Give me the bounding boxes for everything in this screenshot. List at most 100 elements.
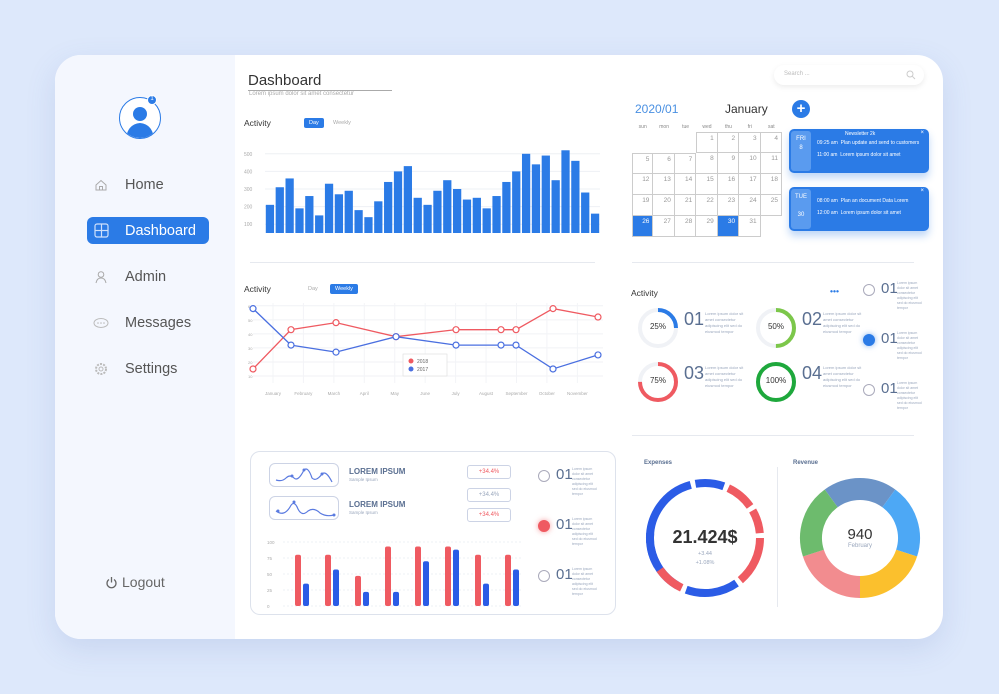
calendar-day[interactable]: 5 [632,153,654,174]
divider [632,262,914,263]
ring-description: Lorem ipsum dolor sit amet consectetur a… [823,311,862,334]
radio-button[interactable] [863,334,875,346]
radio-button[interactable] [863,384,875,396]
tab-weekly[interactable]: Weekly [333,120,351,126]
progress-ring [638,362,678,402]
ring-number: 03 [684,363,705,383]
svg-text:June: June [420,391,430,396]
sidebar-item-messages[interactable]: Messages [87,309,209,336]
calendar-day[interactable]: 18 [760,174,782,195]
calendar-day[interactable]: 23 [717,195,740,216]
calendar-day[interactable]: 9 [717,153,740,174]
search-input[interactable]: Search ... [774,65,924,85]
calendar-day[interactable]: 28 [674,216,697,237]
svg-text:75: 75 [267,556,273,561]
weekday-label: thu [724,124,732,130]
svg-text:100: 100 [267,540,275,545]
radio-button[interactable] [863,284,875,296]
calendar-day[interactable]: 10 [739,153,761,174]
ring-description: Lorem ipsum dolor sit amet consectetur a… [823,365,862,388]
calendar-day[interactable]: 12 [632,174,654,195]
event-card[interactable]: TUE 30 × 08:00 am Plan an document Data L… [789,187,929,231]
logout-button[interactable]: Logout [105,574,165,590]
calendar-day[interactable]: 25 [760,195,782,216]
calendar-day[interactable]: 30 [717,216,740,237]
weekday-label: fri [747,124,752,130]
svg-text:10: 10 [248,374,253,379]
logout-label: Logout [122,574,165,590]
radio-description: Lorem ipsum dolor sit amet consectetur a… [897,331,922,360]
calendar-day [632,132,653,153]
calendar-day[interactable]: 11 [760,153,782,174]
calendar-day[interactable]: 4 [760,132,782,153]
radio-button[interactable] [538,520,550,532]
calendar-day[interactable]: 22 [696,195,718,216]
close-icon[interactable]: × [920,130,924,136]
expenses-donut [646,479,764,597]
event-card[interactable]: FRI 8 Newsletter 2k × 09:25 am Plan updat… [789,129,929,173]
home-icon [93,177,109,193]
calendar-day[interactable]: 16 [717,174,740,195]
chat-icon [93,315,109,331]
sidebar-item-admin[interactable]: Admin [87,263,209,290]
svg-text:May: May [390,391,399,396]
user-avatar-icon [126,107,154,138]
sidebar-item-settings[interactable]: Settings [87,355,209,382]
ring-percent: 75% [649,376,666,385]
calendar-day[interactable]: 21 [674,195,697,216]
svg-text:July: July [452,391,461,396]
calendar-day[interactable]: 29 [696,216,718,237]
calendar-day[interactable]: 14 [674,174,697,195]
calendar-day[interactable]: 2 [717,132,740,153]
calendar-day[interactable]: 20 [653,195,675,216]
activity-ring-item: 75% 03 Lorem ipsum dolor sit amet consecte… [637,361,743,408]
tab-day[interactable]: Day [308,286,318,292]
calendar-day[interactable]: 13 [653,174,675,195]
calendar-day[interactable]: 31 [739,216,761,237]
radio-number: 01 [881,280,898,297]
calendar-grid: 1 2 3 4 5 6 7 8 9 10 11 12 13 14 15 16 17 18 19 20 21 22 23 24 2… [632,132,782,237]
page-subtitle: Lorem ipsum dolor sit amet consectetur [249,91,355,97]
radio-number: 01 [556,566,573,583]
calendar-day[interactable]: 7 [674,153,697,174]
lorem-title: LOREM IPSUM [349,467,406,476]
calendar-day[interactable]: 17 [739,174,761,195]
close-icon[interactable]: × [920,188,924,194]
calendar-day[interactable]: 6 [653,153,675,174]
weekday-label: sun [638,124,647,130]
calendar-day[interactable]: 1 [696,132,718,153]
svg-text:30: 30 [248,346,253,351]
calendar-day[interactable]: 8 [696,153,718,174]
radio-number: 01 [881,380,898,397]
svg-text:50: 50 [267,572,273,577]
event-row: 09:25 am Plan update and send to custome… [817,140,920,146]
calendar-day[interactable]: 3 [739,132,761,153]
svg-text:200: 200 [244,205,253,211]
radio-number: 01 [556,516,573,533]
sidebar-item-dashboard[interactable]: Dashboard [87,217,209,244]
tab-weekly[interactable]: Weekly [330,284,358,294]
radio-description: Lorem ipsum dolor sit amet consectetur a… [572,567,597,596]
svg-text:500: 500 [244,152,253,158]
search-icon[interactable] [906,70,916,80]
calendar-day[interactable]: 26 [632,216,654,237]
calendar-month: January [725,102,768,116]
sidebar-item-home[interactable]: Home [87,171,209,198]
calendar-day[interactable]: 15 [696,174,718,195]
activity-ring-item: 25% 01 Lorem ipsum dolor sit amet consecte… [637,307,743,354]
ring-number: 01 [684,309,705,329]
radio-button[interactable] [538,570,550,582]
lorem-title: LOREM IPSUM [349,500,406,509]
ring-number: 02 [802,309,823,329]
svg-text:March: March [328,391,341,396]
calendar-day[interactable]: 19 [632,195,654,216]
radio-button[interactable] [538,470,550,482]
add-event-button[interactable]: + [792,100,810,118]
activity-ring-item: 50% 02 Lorem ipsum dolor sit amet consecte… [755,307,861,354]
tab-day[interactable]: Day [304,118,324,128]
calendar-day[interactable]: 24 [739,195,761,216]
more-options-icon[interactable]: ••• [830,286,839,296]
expenses-sub2: +1.08% [695,560,715,566]
page-title: Dashboard [248,72,392,91]
calendar-day[interactable]: 27 [653,216,675,237]
